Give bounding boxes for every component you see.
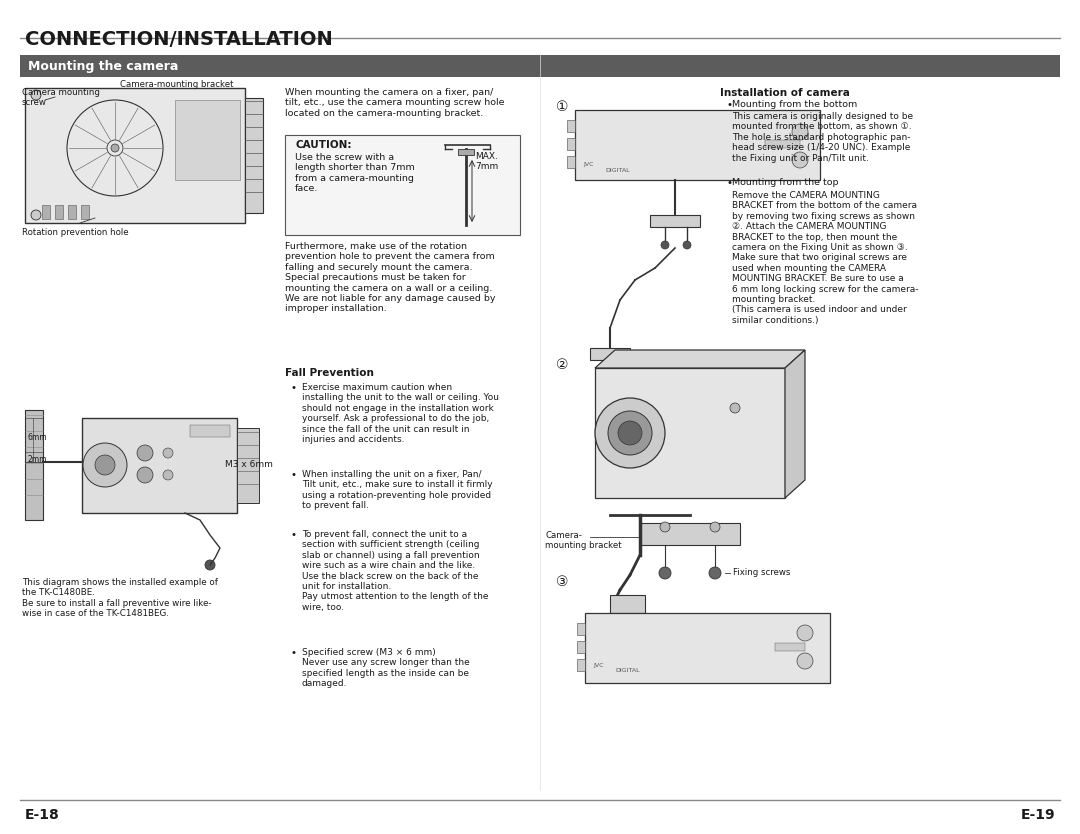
Circle shape xyxy=(31,90,41,100)
Bar xyxy=(577,623,585,635)
Text: Fall Prevention: Fall Prevention xyxy=(285,368,374,378)
Circle shape xyxy=(797,653,813,669)
Text: •: • xyxy=(291,470,296,480)
Text: Rotation prevention hole: Rotation prevention hole xyxy=(22,228,129,237)
Circle shape xyxy=(83,443,127,487)
Text: MAX.
7mm: MAX. 7mm xyxy=(475,152,498,172)
Bar xyxy=(567,156,575,168)
Text: Furthermore, make use of the rotation
prevention hole to prevent the camera from: Furthermore, make use of the rotation pr… xyxy=(285,242,496,314)
Text: •: • xyxy=(291,383,296,393)
Circle shape xyxy=(111,144,119,152)
Text: To prevent fall, connect the unit to a
section with sufficient strength (ceiling: To prevent fall, connect the unit to a s… xyxy=(302,530,488,612)
Text: E-19: E-19 xyxy=(1021,808,1055,822)
Text: Remove the CAMERA MOUNTING
BRACKET from the bottom of the camera
by removing two: Remove the CAMERA MOUNTING BRACKET from … xyxy=(732,191,918,324)
Bar xyxy=(775,643,805,651)
Bar xyxy=(21,55,1059,77)
Text: This camera is originally designed to be
mounted from the bottom, as shown ①.
Th: This camera is originally designed to be… xyxy=(732,112,913,163)
Circle shape xyxy=(95,455,114,475)
Circle shape xyxy=(618,421,642,445)
Text: Mounting from the top: Mounting from the top xyxy=(732,178,838,187)
Text: Mounting from the bottom: Mounting from the bottom xyxy=(732,100,858,109)
Bar xyxy=(765,140,800,148)
Circle shape xyxy=(595,398,665,468)
Text: This diagram shows the installed example of
the TK-C1480BE.
Be sure to install a: This diagram shows the installed example… xyxy=(22,578,218,618)
Circle shape xyxy=(659,567,671,579)
Bar xyxy=(640,523,740,545)
Circle shape xyxy=(31,210,41,220)
Text: Fixing screws: Fixing screws xyxy=(733,568,791,577)
Bar xyxy=(567,120,575,132)
Circle shape xyxy=(730,403,740,413)
Text: Exercise maximum caution when
installing the unit to the wall or ceiling. You
sh: Exercise maximum caution when installing… xyxy=(302,383,499,444)
Bar xyxy=(585,613,831,683)
Text: ③: ③ xyxy=(556,575,568,589)
Bar xyxy=(55,205,63,219)
Text: E-18: E-18 xyxy=(25,808,59,822)
Bar xyxy=(567,138,575,150)
Circle shape xyxy=(797,625,813,641)
Text: When installing the unit on a fixer, Pan/
Tilt unit, etc., make sure to install : When installing the unit on a fixer, Pan… xyxy=(302,470,492,510)
Bar xyxy=(590,348,630,360)
Text: M3 x 6mm: M3 x 6mm xyxy=(225,460,273,469)
Circle shape xyxy=(137,467,153,483)
Bar xyxy=(610,595,645,613)
Circle shape xyxy=(660,522,670,532)
Circle shape xyxy=(710,522,720,532)
Bar xyxy=(42,205,50,219)
Text: CONNECTION/INSTALLATION: CONNECTION/INSTALLATION xyxy=(25,30,333,49)
Polygon shape xyxy=(595,350,805,368)
Circle shape xyxy=(163,470,173,480)
Text: ①: ① xyxy=(556,100,568,114)
Text: Installation of camera: Installation of camera xyxy=(720,88,850,98)
Text: 6mm: 6mm xyxy=(27,433,46,442)
Circle shape xyxy=(683,241,691,249)
Bar xyxy=(175,100,240,180)
Circle shape xyxy=(661,241,669,249)
Bar xyxy=(577,641,585,653)
Bar xyxy=(575,110,820,180)
Text: JVC: JVC xyxy=(583,162,594,167)
Text: Specified screw (M3 × 6 mm)
Never use any screw longer than the
specified length: Specified screw (M3 × 6 mm) Never use an… xyxy=(302,648,470,688)
Text: 2mm: 2mm xyxy=(27,455,46,464)
Text: •: • xyxy=(726,178,732,188)
Circle shape xyxy=(163,448,173,458)
Circle shape xyxy=(792,152,808,168)
Text: •: • xyxy=(291,530,296,540)
Circle shape xyxy=(708,567,721,579)
Text: DIGITAL: DIGITAL xyxy=(605,168,630,173)
Bar xyxy=(285,135,519,235)
Bar xyxy=(650,215,700,227)
Text: CAUTION:: CAUTION: xyxy=(295,140,351,150)
Text: DIGITAL: DIGITAL xyxy=(615,668,639,673)
Bar xyxy=(237,428,259,503)
Bar xyxy=(68,205,76,219)
Text: When mounting the camera on a fixer, pan/
tilt, etc., use the camera mounting sc: When mounting the camera on a fixer, pan… xyxy=(285,88,504,118)
Text: Mounting the camera: Mounting the camera xyxy=(28,60,178,73)
Bar xyxy=(458,149,474,155)
Text: Camera mounting
screw: Camera mounting screw xyxy=(22,88,99,108)
Bar xyxy=(577,659,585,671)
Text: Use the screw with a
length shorter than 7mm
from a camera-mounting
face.: Use the screw with a length shorter than… xyxy=(295,153,415,193)
Bar xyxy=(25,88,245,223)
Text: •: • xyxy=(726,100,732,110)
Circle shape xyxy=(608,411,652,455)
Bar xyxy=(81,205,89,219)
Bar xyxy=(82,418,237,513)
Circle shape xyxy=(137,445,153,461)
Bar xyxy=(190,425,230,437)
Text: ②: ② xyxy=(556,358,568,372)
Bar xyxy=(25,410,43,520)
Text: Camera-
mounting bracket: Camera- mounting bracket xyxy=(545,531,622,550)
Polygon shape xyxy=(785,350,805,498)
Bar xyxy=(245,98,264,213)
Circle shape xyxy=(792,124,808,140)
Bar xyxy=(595,368,785,498)
Text: •: • xyxy=(291,648,296,658)
Text: JVC: JVC xyxy=(593,663,604,668)
Text: Camera-mounting bracket: Camera-mounting bracket xyxy=(120,80,233,89)
Circle shape xyxy=(205,560,215,570)
